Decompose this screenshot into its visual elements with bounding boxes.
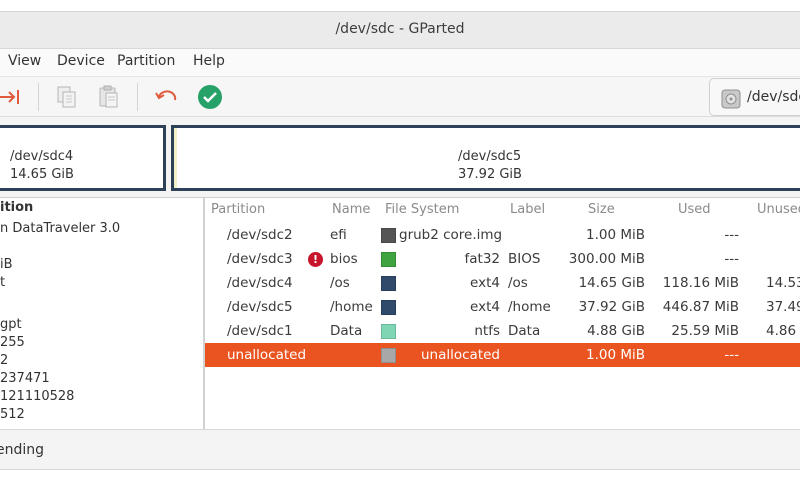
cell-label: /home <box>508 299 551 315</box>
used-space-bar <box>174 128 177 188</box>
column-header-used[interactable]: Used <box>678 202 711 217</box>
device-info-model: n DataTraveler 3.0 <box>0 221 121 236</box>
disk-map-partition-sdc4[interactable]: /dev/sdc4 14.65 GiB <box>0 125 166 191</box>
window-bottom-edge <box>0 469 800 485</box>
menu-bar: View Device Partition Help <box>0 49 800 76</box>
table-row[interactable]: /dev/sdc1 Data ntfs Data 4.88 GiB 25.59 MiB 4.… <box>205 319 800 343</box>
cell-file-system: ext4 <box>470 275 500 291</box>
cell-file-system: grub2 core.img <box>399 227 503 243</box>
cell-size: 4.88 GiB <box>587 323 645 339</box>
column-header-partition[interactable]: Partition <box>211 202 266 217</box>
filesystem-color-swatch <box>381 324 396 339</box>
cell-file-system: fat32 <box>464 251 501 267</box>
device-info-pane: ition n DataTraveler 3.0 iB t gpt 255 2 … <box>0 198 203 429</box>
cell-size: 300.00 MiB <box>568 251 645 267</box>
column-header-label[interactable]: Label <box>510 202 546 217</box>
partition-list: Partition Name File System Label Size Us… <box>205 198 800 429</box>
device-info-partition-table: gpt <box>0 317 22 332</box>
apply-check-icon[interactable] <box>196 83 224 111</box>
undo-icon[interactable] <box>153 83 181 111</box>
cell-size: 37.92 GiB <box>578 299 645 315</box>
cell-label: Data <box>508 323 541 339</box>
table-row[interactable]: /dev/sdc2 efi grub2 core.img 1.00 MiB --- <box>205 223 800 247</box>
cell-partition: /dev/sdc5 <box>227 299 293 315</box>
menu-view[interactable]: View <box>8 53 42 69</box>
device-selector-label: /dev/sdc <box>747 89 800 105</box>
cell-file-system: unallocated <box>420 347 500 363</box>
cell-used: --- <box>724 227 739 243</box>
cell-label: /os <box>508 275 528 291</box>
device-info-value: iB <box>0 257 13 272</box>
cell-name: Data <box>330 323 363 339</box>
device-selector[interactable]: /dev/sdc <box>709 78 800 116</box>
cell-name: /os <box>330 275 350 291</box>
hard-disk-icon <box>721 89 741 109</box>
cell-used: --- <box>724 251 739 267</box>
pane-splitter[interactable] <box>203 198 205 429</box>
cell-size: 1.00 MiB <box>585 347 645 363</box>
menu-help[interactable]: Help <box>193 53 225 69</box>
column-header-unused[interactable]: Unused <box>757 202 800 217</box>
filesystem-color-swatch <box>381 228 396 243</box>
device-info-total-sectors: 121110528 <box>0 389 75 404</box>
cell-name: bios <box>330 251 358 267</box>
column-header-size[interactable]: Size <box>588 202 615 217</box>
cell-file-system: ext4 <box>470 299 500 315</box>
status-bar: ending <box>0 429 800 469</box>
disk-map-partition-size: 37.92 GiB <box>458 167 522 182</box>
filesystem-color-swatch <box>381 300 396 315</box>
menu-partition[interactable]: Partition <box>117 53 176 69</box>
cell-used: 446.87 MiB <box>662 299 739 315</box>
cell-partition: /dev/sdc3 <box>227 251 293 267</box>
cell-partition: /dev/sdc1 <box>227 323 293 339</box>
column-header-name[interactable]: Name <box>332 202 371 217</box>
table-row[interactable]: /dev/sdc4/os ext4/os 14.65 GiB 118.16 MiB 14… <box>205 271 800 295</box>
column-header-file-system[interactable]: File System <box>385 202 460 217</box>
cell-used: --- <box>724 347 739 363</box>
cell-partition: /dev/sdc4 <box>227 275 293 291</box>
copy-icon[interactable] <box>53 83 81 111</box>
device-info-heads: 255 <box>0 335 25 350</box>
device-info-value: t <box>0 275 6 290</box>
cell-name: /home <box>330 299 373 315</box>
toolbar: /dev/sdc <box>0 76 800 116</box>
cell-size: 14.65 GiB <box>578 275 645 291</box>
table-row[interactable]: unallocated unallocated 1.00 MiB --- <box>205 343 800 367</box>
warning-icon: ! <box>308 252 323 267</box>
cell-partition: unallocated <box>227 347 307 363</box>
menu-device[interactable]: Device <box>57 53 105 69</box>
cell-unused: 14.53 <box>766 275 800 291</box>
filesystem-color-swatch <box>381 252 396 267</box>
cell-unused: 37.49 <box>766 299 800 315</box>
cell-used: 25.59 MiB <box>671 323 739 339</box>
table-row[interactable]: /dev/sdc5/home ext4/home 37.92 GiB 446.87 M… <box>205 295 800 319</box>
toolbar-separator <box>38 83 39 111</box>
disk-map: /dev/sdc4 14.65 GiB /dev/sdc5 37.92 GiB <box>0 116 800 198</box>
cell-size: 1.00 MiB <box>585 227 645 243</box>
cell-file-system: ntfs <box>474 323 500 339</box>
window-title: /dev/sdc - GParted <box>335 21 465 37</box>
apply-arrow-icon[interactable] <box>0 83 22 111</box>
cell-partition: /dev/sdc2 <box>227 227 293 243</box>
title-bar: /dev/sdc - GParted <box>0 11 800 49</box>
cell-used: 118.16 MiB <box>662 275 739 291</box>
cell-name: efi <box>330 227 347 243</box>
disk-map-partition-size: 14.65 GiB <box>10 167 74 182</box>
device-info-cylinders: 237471 <box>0 371 50 386</box>
table-row[interactable]: ! /dev/sdc3 bios fat32 BIOS 300.00 MiB --- <box>205 247 800 271</box>
cell-label: BIOS <box>508 251 541 267</box>
paste-icon[interactable] <box>95 83 123 111</box>
device-info-sector-size: 512 <box>0 407 25 422</box>
disk-map-partition-name: /dev/sdc5 <box>458 149 522 164</box>
cell-unused: 4.86 <box>766 323 797 339</box>
filesystem-color-swatch <box>381 348 396 363</box>
disk-map-partition-name: /dev/sdc4 <box>10 149 74 164</box>
toolbar-separator <box>137 83 138 111</box>
pending-operations-status: ending <box>0 442 45 458</box>
disk-map-partition-sdc5[interactable]: /dev/sdc5 37.92 GiB <box>171 125 800 191</box>
device-info-sectors-track: 2 <box>0 353 9 368</box>
device-info-heading: ition <box>0 200 34 215</box>
filesystem-color-swatch <box>381 276 396 291</box>
